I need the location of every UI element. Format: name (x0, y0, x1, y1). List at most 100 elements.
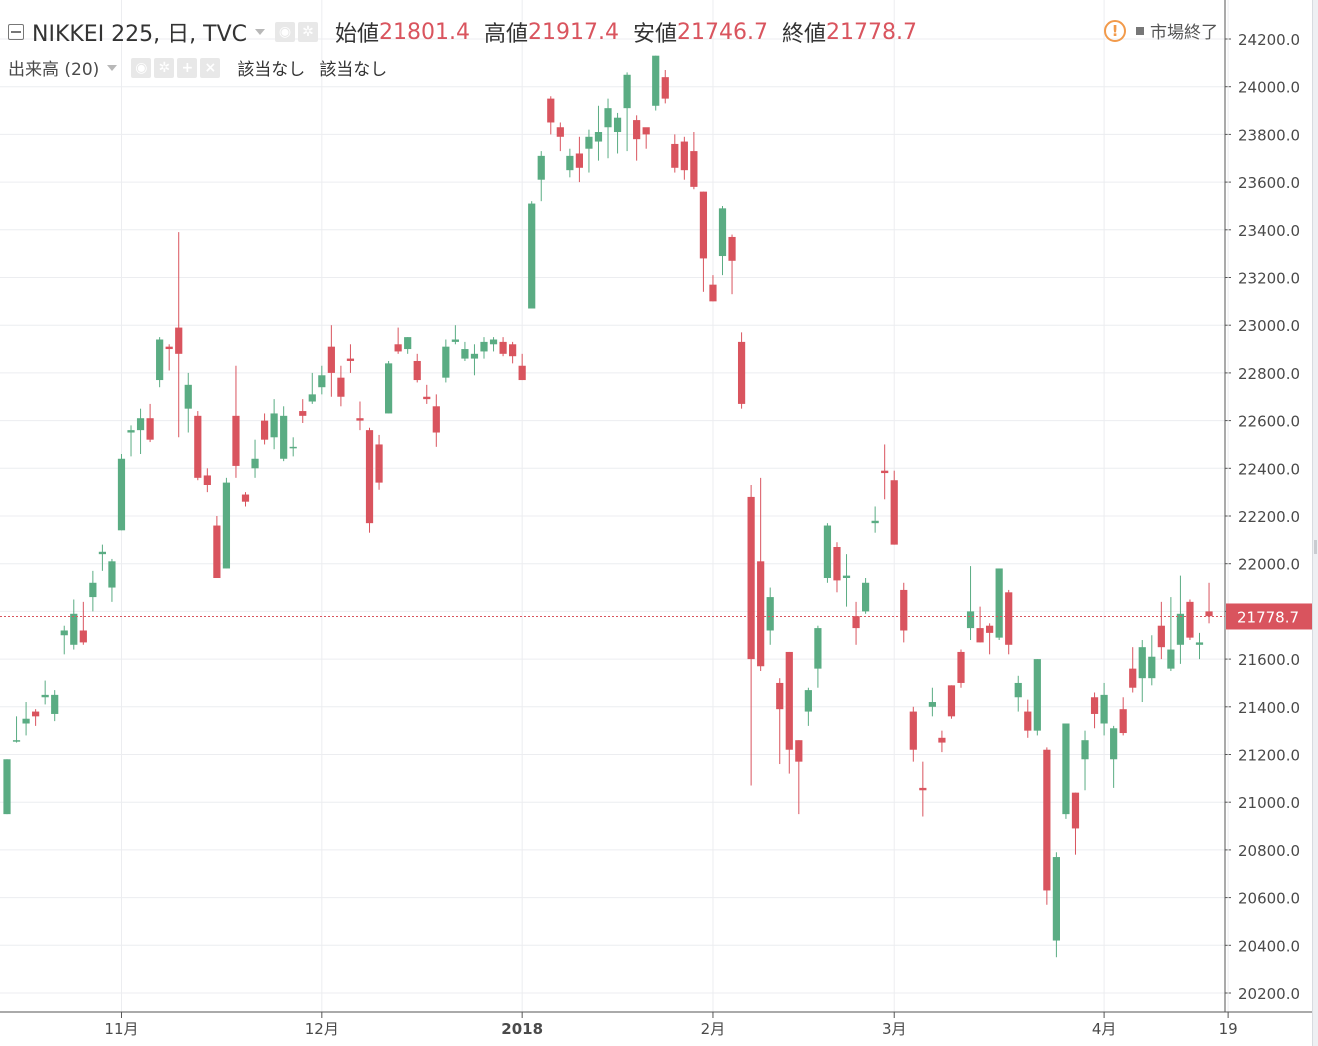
candle-down (375, 444, 383, 483)
collapse-icon[interactable] (8, 24, 24, 40)
candle-up (442, 346, 450, 378)
candle-up (1176, 613, 1185, 645)
open-label: 始値 (335, 22, 380, 47)
alert-icon[interactable]: ! (1104, 19, 1126, 42)
market-status: ! 市場終了 (1104, 18, 1218, 43)
candle-down (299, 411, 307, 416)
candle-up (862, 582, 870, 612)
candle-down (1090, 697, 1099, 714)
candle-up (1110, 728, 1118, 760)
candle-up (270, 413, 278, 438)
candle-up (222, 482, 231, 569)
candle-up (528, 203, 536, 309)
candle-up (766, 597, 774, 631)
candle-down (556, 127, 564, 137)
symbol-title[interactable]: NIKKEI 225, 日, TVC (32, 22, 247, 47)
candle-down (852, 616, 860, 629)
y-tick-label: 23800.0 (1238, 126, 1300, 144)
candle-down (394, 344, 402, 352)
candle-down (633, 120, 641, 140)
eye-icon[interactable]: ◉ (275, 22, 295, 42)
candle-down (947, 685, 956, 717)
candle-up (127, 430, 135, 433)
close-icon[interactable]: × (200, 57, 221, 78)
candle-up (842, 575, 851, 579)
x-tick-label: 2月 (701, 1020, 726, 1038)
plus-icon[interactable]: + (177, 57, 198, 78)
candle-down (737, 341, 746, 404)
candle-down (1157, 625, 1165, 648)
status-square-icon (1136, 26, 1144, 35)
high-value: 21917.4 (528, 19, 619, 45)
y-tick-label: 21600.0 (1238, 651, 1300, 669)
candle-down (757, 561, 765, 667)
candle-up (289, 446, 297, 449)
close-label: 終値 (782, 22, 827, 47)
candle-up (604, 108, 612, 128)
x-tick-label: 11月 (104, 1020, 138, 1038)
candle-down (260, 420, 269, 440)
candle-down (518, 365, 526, 381)
candle-down (709, 284, 717, 302)
candle-down (575, 153, 583, 168)
symbol-dropdown-icon[interactable] (255, 29, 265, 35)
last-price-label: 21778.7 (1237, 608, 1299, 626)
candle-up (385, 363, 393, 414)
candle-down (909, 711, 917, 750)
candle-up (308, 394, 316, 402)
right-scroll-edge[interactable] (1312, 0, 1318, 1046)
candle-down (213, 525, 221, 579)
volume-label[interactable]: 出来高 (20) (8, 60, 100, 80)
volume-dropdown-icon[interactable] (107, 64, 118, 71)
candle-up (594, 132, 603, 142)
gear-icon[interactable]: ✲ (154, 57, 175, 78)
candle-down (680, 141, 688, 171)
candle-up (1167, 649, 1175, 669)
candle-up (928, 702, 936, 707)
resize-handle[interactable] (1314, 540, 1317, 554)
y-tick-label: 22800.0 (1238, 365, 1300, 383)
candle-down (986, 625, 994, 633)
candle-up (108, 561, 116, 588)
y-tick-label: 24200.0 (1238, 31, 1300, 49)
eye-icon[interactable]: ◉ (131, 57, 152, 78)
candle-down (165, 346, 173, 350)
candle-down (1205, 611, 1213, 617)
candle-down (203, 475, 211, 485)
y-tick-label: 23200.0 (1238, 270, 1300, 288)
x-tick-label: 12月 (305, 1020, 339, 1038)
candle-down (346, 358, 355, 361)
gear-icon[interactable]: ✲ (298, 22, 318, 42)
candle-down (413, 360, 421, 381)
candle-down (79, 630, 87, 643)
x-tick-label: 3月 (882, 1020, 907, 1038)
candle-up (995, 568, 1003, 638)
open-value: 21801.4 (379, 19, 470, 45)
candle-up (1100, 694, 1108, 724)
last-price-badge (1226, 603, 1312, 630)
candle-down (1024, 711, 1032, 731)
candle-down (365, 430, 374, 524)
candle-down (194, 415, 202, 478)
candle-down (900, 589, 908, 631)
candle-up (156, 339, 164, 381)
candle-up (251, 458, 259, 469)
candle-up (70, 613, 78, 645)
candle-down (785, 651, 793, 750)
candle-up (51, 694, 59, 714)
low-label: 安値 (633, 22, 678, 47)
candle-down (661, 77, 669, 99)
y-tick-label: 20200.0 (1238, 985, 1300, 1003)
y-tick-label: 23600.0 (1238, 174, 1300, 192)
candle-up (1138, 647, 1146, 679)
candle-down (938, 737, 946, 743)
candle-up (3, 759, 11, 815)
candle-down (146, 418, 154, 440)
candle-up (280, 415, 288, 459)
candle-down (499, 341, 507, 354)
candle-up (22, 718, 30, 724)
candle-down (776, 682, 784, 710)
candle-up (814, 628, 822, 669)
